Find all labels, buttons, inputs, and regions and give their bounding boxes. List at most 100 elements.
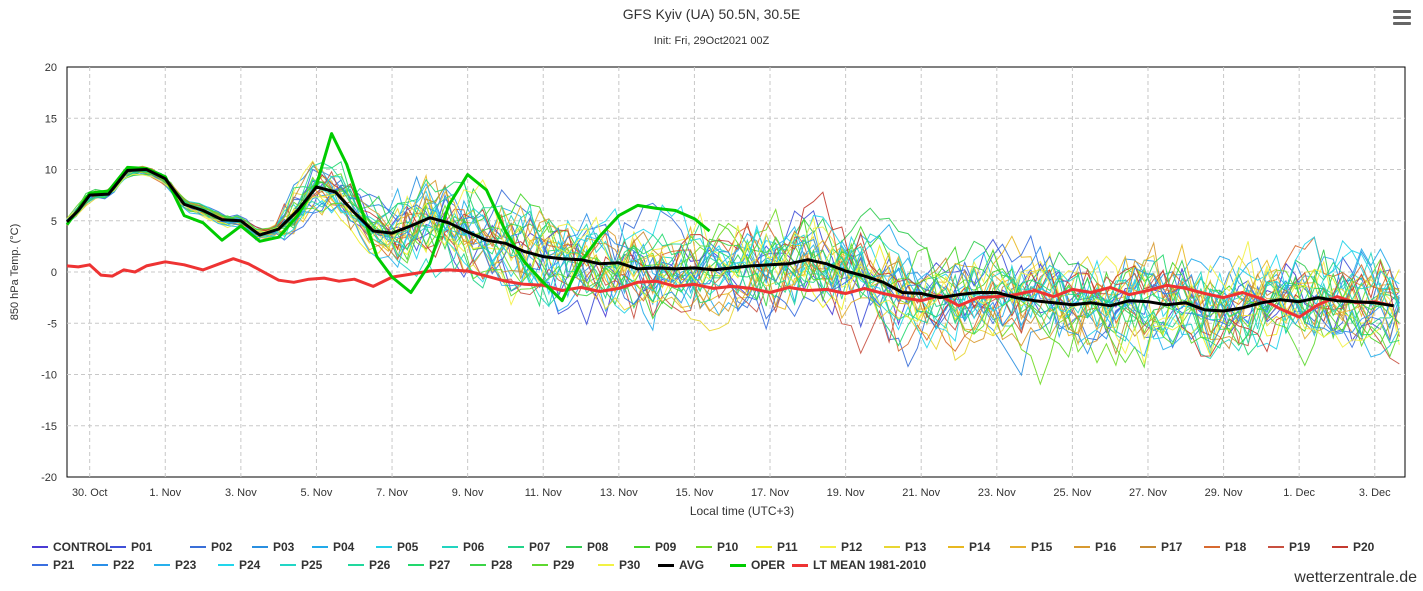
legend-label: P21 bbox=[53, 558, 75, 572]
legend-label: P12 bbox=[841, 540, 863, 554]
series-line-p29 bbox=[66, 167, 1400, 369]
legend-swatch bbox=[218, 564, 234, 566]
legend-swatch bbox=[154, 564, 170, 566]
legend-item-avg[interactable]: AVG bbox=[658, 558, 704, 572]
legend-label: P04 bbox=[333, 540, 355, 554]
legend-swatch bbox=[566, 546, 582, 548]
legend-item-p12[interactable]: P12 bbox=[820, 540, 862, 554]
legend-item-p18[interactable]: P18 bbox=[1204, 540, 1246, 554]
main-lines bbox=[65, 132, 1395, 319]
x-tick-label: 3. Dec bbox=[1359, 487, 1391, 499]
legend-swatch bbox=[312, 546, 328, 548]
y-axis-ticks: 20 15 10 5 0 -5 -10 -15 -20 bbox=[41, 62, 57, 484]
legend-label: P02 bbox=[211, 540, 233, 554]
legend-swatch bbox=[32, 546, 48, 548]
legend-swatch bbox=[190, 546, 206, 548]
legend-item-p16[interactable]: P16 bbox=[1074, 540, 1116, 554]
y-tick-label: 20 bbox=[45, 62, 57, 74]
legend-item-p11[interactable]: P11 bbox=[756, 540, 798, 554]
legend-item-p27[interactable]: P27 bbox=[408, 558, 450, 572]
y-axis-label: 850 hPa Temp. (°C) bbox=[9, 224, 21, 321]
series-line-lt-mean-1981-2010 bbox=[66, 257, 1395, 319]
legend-label: LT MEAN 1981-2010 bbox=[813, 558, 927, 572]
legend-item-p29[interactable]: P29 bbox=[532, 558, 574, 572]
legend-item-p01[interactable]: P01 bbox=[110, 540, 152, 554]
legend-swatch bbox=[252, 546, 268, 548]
legend-item-p14[interactable]: P14 bbox=[948, 540, 990, 554]
y-tick-label: 10 bbox=[45, 165, 57, 177]
legend-swatch bbox=[408, 564, 424, 566]
x-tick-label: 17. Nov bbox=[751, 487, 789, 499]
y-tick-label: -20 bbox=[41, 472, 57, 484]
x-tick-label: 5. Nov bbox=[301, 487, 333, 499]
legend-swatch bbox=[532, 564, 548, 566]
legend-swatch bbox=[508, 546, 524, 548]
legend-label: P05 bbox=[397, 540, 419, 554]
series-line-avg bbox=[65, 168, 1394, 313]
y-tick-label: -10 bbox=[41, 370, 57, 382]
legend-item-p23[interactable]: P23 bbox=[154, 558, 196, 572]
legend-item-p10[interactable]: P10 bbox=[696, 540, 738, 554]
legend-item-p06[interactable]: P06 bbox=[442, 540, 484, 554]
legend-item-p08[interactable]: P08 bbox=[566, 540, 608, 554]
legend-item-lt-mean-1981-2010[interactable]: LT MEAN 1981-2010 bbox=[792, 558, 926, 572]
legend-label: P25 bbox=[301, 558, 323, 572]
x-tick-label: 1. Nov bbox=[149, 487, 181, 499]
legend-item-oper[interactable]: OPER bbox=[730, 558, 785, 572]
legend-item-p02[interactable]: P02 bbox=[190, 540, 232, 554]
legend-item-p24[interactable]: P24 bbox=[218, 558, 260, 572]
legend-swatch bbox=[792, 563, 808, 567]
credits[interactable]: wetterzentrale.de bbox=[1294, 569, 1417, 586]
legend-swatch bbox=[598, 564, 614, 566]
y-tick-label: -15 bbox=[41, 421, 57, 433]
legend-item-p07[interactable]: P07 bbox=[508, 540, 550, 554]
y-tick-label: 5 bbox=[51, 216, 57, 228]
legend-swatch bbox=[948, 546, 964, 548]
legend-item-p21[interactable]: P21 bbox=[32, 558, 74, 572]
legend-item-p17[interactable]: P17 bbox=[1140, 540, 1182, 554]
legend-item-p19[interactable]: P19 bbox=[1268, 540, 1310, 554]
legend-item-p30[interactable]: P30 bbox=[598, 558, 640, 572]
legend-swatch bbox=[32, 564, 48, 566]
x-tick-label: 7. Nov bbox=[376, 487, 408, 499]
legend-item-p13[interactable]: P13 bbox=[884, 540, 926, 554]
y-tick-label: -5 bbox=[47, 318, 57, 330]
legend-label: P08 bbox=[587, 540, 609, 554]
legend-item-p20[interactable]: P20 bbox=[1332, 540, 1374, 554]
x-tick-label: 21. Nov bbox=[902, 487, 940, 499]
legend-item-p04[interactable]: P04 bbox=[312, 540, 354, 554]
legend-swatch bbox=[376, 546, 392, 548]
legend-label: P28 bbox=[491, 558, 513, 572]
menu-bar bbox=[1393, 16, 1411, 19]
x-tick-label: 1. Dec bbox=[1283, 487, 1315, 499]
legend-swatch bbox=[820, 546, 836, 548]
series-line-p12 bbox=[66, 160, 1400, 352]
legend-item-p26[interactable]: P26 bbox=[348, 558, 390, 572]
legend-label: P01 bbox=[131, 540, 153, 554]
legend-item-p15[interactable]: P15 bbox=[1010, 540, 1052, 554]
legend-swatch bbox=[756, 546, 772, 548]
legend-item-p09[interactable]: P09 bbox=[634, 540, 676, 554]
legend-label: P15 bbox=[1031, 540, 1053, 554]
legend-swatch bbox=[1332, 546, 1348, 548]
hamburger-menu-icon[interactable] bbox=[1393, 10, 1411, 26]
legend-label: P27 bbox=[429, 558, 451, 572]
legend-item-p28[interactable]: P28 bbox=[470, 558, 512, 572]
legend-label: P23 bbox=[175, 558, 197, 572]
x-tick-label: 15. Nov bbox=[675, 487, 713, 499]
legend-label: CONTROL bbox=[53, 540, 113, 554]
x-tick-label: 23. Nov bbox=[978, 487, 1016, 499]
legend-item-p22[interactable]: P22 bbox=[92, 558, 134, 572]
legend-item-p25[interactable]: P25 bbox=[280, 558, 322, 572]
x-axis-label: Local time (UTC+3) bbox=[690, 504, 794, 518]
x-tick-label: 25. Nov bbox=[1053, 487, 1091, 499]
x-tick-label: 30. Oct bbox=[72, 487, 107, 499]
legend-item-p03[interactable]: P03 bbox=[252, 540, 294, 554]
legend-swatch bbox=[884, 546, 900, 548]
menu-bar bbox=[1393, 22, 1411, 25]
legend-item-p05[interactable]: P05 bbox=[376, 540, 418, 554]
legend-item-control[interactable]: CONTROL bbox=[32, 540, 112, 554]
legend-label: P16 bbox=[1095, 540, 1117, 554]
legend-label: P11 bbox=[777, 540, 798, 554]
legend-label: OPER bbox=[751, 558, 786, 572]
